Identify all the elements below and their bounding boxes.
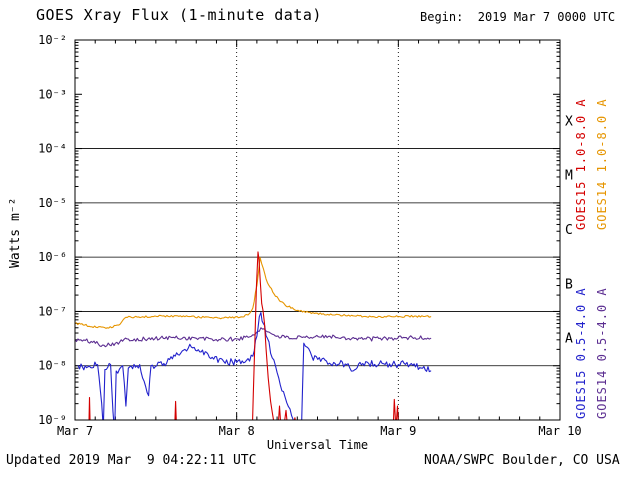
series-goes15-long [392,398,399,420]
svg-text:Mar 9: Mar 9 [380,424,416,438]
series-goes15-long [88,396,91,420]
svg-text:10⁻²: 10⁻² [38,33,67,47]
series-goes15-short [77,312,294,420]
y-axis-label: Watts m⁻² [8,197,23,268]
svg-text:X: X [565,114,573,129]
svg-text:10⁻⁵: 10⁻⁵ [38,196,67,210]
svg-text:B: B [565,277,573,292]
svg-text:10⁻⁴: 10⁻⁴ [38,142,67,156]
series-goes14-long [75,257,432,329]
svg-text:Mar 10: Mar 10 [538,424,581,438]
svg-text:Mar 8: Mar 8 [219,424,255,438]
begin-timestamp: Begin: 2019 Mar 7 0000 UTC [420,10,616,24]
svg-text:10⁻⁶: 10⁻⁶ [38,250,67,264]
svg-text:M: M [565,169,573,184]
chart-title: GOES Xray Flux (1-minute data) [36,6,322,24]
legend-goes15-long: GOES15 1.0-8.0 A [574,98,588,230]
series-goes15-short [301,342,432,420]
source-attribution: NOAA/SWPC Boulder, CO USA [424,453,620,468]
svg-text:C: C [565,223,573,238]
legend-goes14-short: GOES14 0.5-4.0 A [595,287,609,419]
svg-text:10⁻³: 10⁻³ [38,87,67,101]
series-goes14-short [75,327,432,348]
series-goes15-long [252,251,296,420]
svg-text:A: A [565,332,573,347]
updated-timestamp: Updated 2019 Mar 9 04:22:11 UTC [6,453,257,468]
svg-text:10⁻⁸: 10⁻⁸ [38,359,67,373]
x-axis-label: Universal Time [266,438,369,452]
svg-text:Mar 7: Mar 7 [57,424,93,438]
legend-goes15-short: GOES15 0.5-4.0 A [574,287,588,419]
svg-text:10⁻⁷: 10⁻⁷ [38,304,67,318]
svg-text:10⁻⁹: 10⁻⁹ [38,413,67,427]
legend-goes14-long: GOES14 1.0-8.0 A [595,98,609,230]
series-goes15-long [174,400,177,420]
